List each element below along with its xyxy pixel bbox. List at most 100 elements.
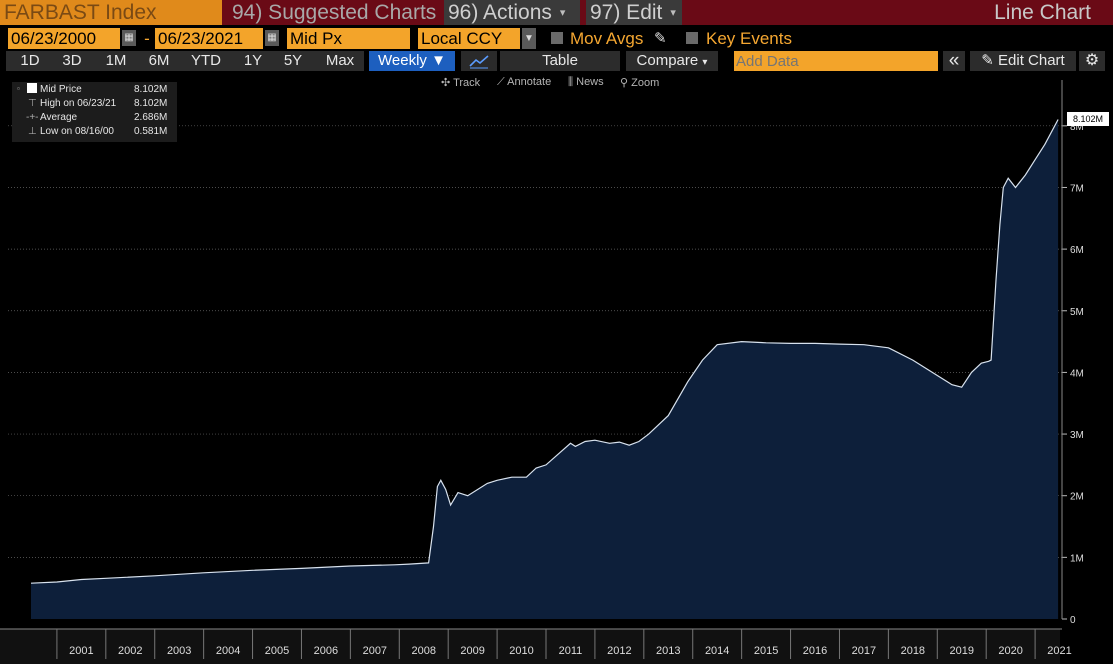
y-axis: 0 1M 2M 3M 4M 5M 6M 7M 8M (1061, 80, 1084, 626)
price-field-select[interactable]: Mid Px (287, 28, 410, 49)
y-tick-label: 7M (1070, 183, 1084, 194)
edit-chart-label: Edit Chart (998, 52, 1065, 69)
x-tick-label: 2016 (803, 645, 827, 657)
news-icon: ⫼ (568, 76, 574, 88)
y-tick-label: 8M (1070, 122, 1084, 133)
x-tick-label: 2021 (1047, 645, 1071, 657)
period-1y[interactable]: 1Y (243, 52, 263, 69)
legend-value-high: 8.102M (134, 98, 168, 109)
x-tick-label: 2019 (949, 645, 973, 657)
legend-label-high: High on 06/23/21 (40, 98, 117, 109)
chart-area-layer (30, 119, 1059, 619)
annotate-label: Annotate (507, 76, 552, 88)
end-date-field[interactable]: 06/23/2021 (155, 28, 263, 49)
key-events-checkbox[interactable] (686, 32, 698, 44)
x-tick-label: 2012 (607, 645, 631, 657)
x-tick-label: 2004 (216, 645, 240, 657)
period-3d[interactable]: 3D (62, 52, 82, 69)
pencil-icon: ✎ (981, 52, 994, 69)
currency-select[interactable]: Local CCY (418, 28, 520, 49)
legend-label-mid: Mid Price (40, 84, 82, 95)
key-events-label[interactable]: Key Events (706, 29, 792, 48)
compare-label: Compare (636, 52, 699, 69)
legend-swatch[interactable] (27, 83, 37, 93)
collapse-icon[interactable]: « (943, 51, 965, 71)
y-tick-label: 1M (1070, 553, 1084, 564)
x-tick-label: 2003 (167, 645, 191, 657)
chevron-down-icon: ▾ (670, 6, 676, 19)
annotate-tool[interactable]: ⟋ Annotate (497, 76, 551, 89)
security-ticker-field[interactable]: FARBAST Index (0, 0, 222, 25)
gear-icon[interactable]: ⚙ (1079, 51, 1105, 71)
y-tick-label: 6M (1070, 245, 1084, 256)
news-tool[interactable]: ⫼ News (568, 76, 604, 89)
start-date-field[interactable]: 06/23/2000 (8, 28, 120, 49)
track-label: Track (453, 77, 481, 89)
x-tick-label: 2017 (852, 645, 876, 657)
x-tick-label: 2001 (69, 645, 93, 657)
crosshair-icon: ✣ (441, 77, 451, 89)
legend-label-average: Average (40, 112, 78, 123)
x-tick-label: 2013 (656, 645, 680, 657)
legend-toggle-icon[interactable]: ▫ (17, 84, 20, 93)
actions-menu[interactable]: 96) Actions ▾ (444, 0, 580, 25)
period-6m[interactable]: 6M (148, 52, 170, 69)
table-button[interactable]: Table (500, 51, 620, 71)
y-tick-label: 5M (1070, 307, 1084, 318)
legend-label-low: Low on 08/16/00 (40, 126, 114, 137)
x-tick-label: 2002 (118, 645, 142, 657)
legend-value-average: 2.686M (134, 112, 168, 123)
frequency-select[interactable]: Weekly ▼ (369, 51, 455, 71)
calendar-icon[interactable]: ▦ (265, 30, 279, 46)
add-data-input[interactable] (734, 51, 938, 71)
y-tick-label: 3M (1070, 430, 1084, 441)
period-bar (6, 51, 364, 71)
actions-menu-label: 96) Actions (448, 1, 552, 24)
mov-avgs-label[interactable]: Mov Avgs (570, 29, 644, 48)
chevron-down-icon: ▾ (559, 6, 566, 19)
edit-menu[interactable]: 97) Edit ▾ (586, 0, 682, 25)
x-tick-label: 2011 (559, 645, 583, 657)
y-tick-label: 2M (1070, 492, 1084, 503)
track-tool[interactable]: ✣ Track (441, 76, 480, 89)
mov-avgs-checkbox[interactable] (551, 32, 563, 44)
calendar-icon[interactable]: ▦ (122, 30, 136, 46)
edit-chart-button[interactable]: ✎ Edit Chart (970, 51, 1076, 71)
date-range-separator: - (144, 29, 150, 48)
edit-menu-label: 97) Edit (590, 1, 663, 24)
chevron-down-icon[interactable]: ▼ (522, 28, 536, 49)
x-tick-label: 2014 (705, 645, 729, 657)
series-line (30, 119, 1059, 584)
line-chart-toggle[interactable] (461, 51, 497, 71)
chevron-down-icon: ▾ (702, 57, 708, 68)
x-tick-label: 2009 (460, 645, 484, 657)
suggested-charts-menu[interactable]: 94) Suggested Charts (228, 0, 438, 25)
pencil-icon[interactable]: ✎ (654, 30, 667, 47)
legend-panel (12, 82, 177, 142)
x-axis-band (0, 629, 1060, 664)
zoom-tool[interactable]: ⚲ Zoom (620, 76, 659, 89)
compare-menu[interactable]: Compare ▾ (626, 51, 718, 71)
period-1d[interactable]: 1D (20, 52, 40, 69)
x-tick-label: 2020 (998, 645, 1022, 657)
x-tick-label: 2006 (314, 645, 338, 657)
high-marker-icon: ⊤ (28, 98, 37, 109)
x-tick-label: 2005 (265, 645, 289, 657)
news-label: News (576, 76, 604, 88)
x-tick-label: 2007 (363, 645, 387, 657)
period-1m[interactable]: 1M (105, 52, 127, 69)
last-value-tag: 8.102M (1067, 112, 1109, 126)
legend-value-low: 0.581M (134, 126, 168, 137)
series-area (30, 119, 1059, 619)
period-ytd[interactable]: YTD (191, 52, 221, 69)
x-tick-label: 2008 (411, 645, 435, 657)
period-5y[interactable]: 5Y (283, 52, 303, 69)
x-tick-label: 2010 (509, 645, 533, 657)
annotate-icon: ⟋ (497, 76, 505, 88)
x-tick-label: 2018 (901, 645, 925, 657)
average-marker-icon: -+- (26, 112, 39, 123)
y-tick-label: 4M (1070, 368, 1084, 379)
period-max[interactable]: Max (325, 52, 355, 69)
line-chart-icon (469, 55, 489, 69)
